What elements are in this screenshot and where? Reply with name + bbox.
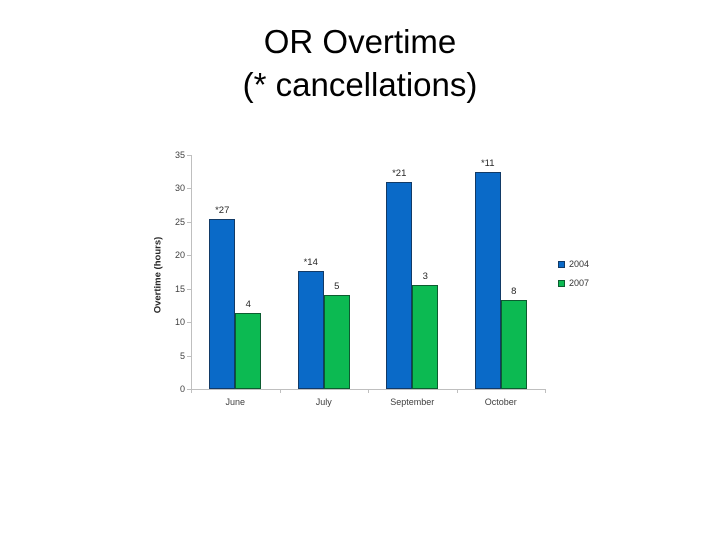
legend-label-2004: 2004 bbox=[569, 259, 590, 269]
y-tick-label: 0 bbox=[179, 384, 185, 394]
legend-swatch-2004 bbox=[558, 260, 565, 268]
y-tick-label: 30 bbox=[174, 183, 185, 194]
bar-2004-July bbox=[297, 270, 324, 389]
bar-value-label: 8 bbox=[511, 286, 517, 298]
y-tick bbox=[187, 355, 191, 357]
y-tick bbox=[187, 389, 191, 390]
x-tick bbox=[545, 389, 546, 393]
bar-2007-October bbox=[500, 300, 527, 389]
y-tick bbox=[187, 288, 191, 290]
y-axis-title: Overtime (hours) bbox=[152, 236, 164, 314]
bar-2004-September bbox=[386, 181, 413, 389]
bar-value-label: 3 bbox=[422, 271, 428, 283]
legend-label-2007: 2007 bbox=[569, 278, 590, 288]
bar-2007-June bbox=[235, 312, 262, 389]
bar-value-label: *27 bbox=[215, 204, 230, 216]
y-tick-label: 20 bbox=[174, 250, 185, 261]
x-tick bbox=[279, 389, 281, 393]
slide-title-line1: OR Overtime bbox=[263, 23, 457, 60]
y-tick bbox=[187, 221, 191, 223]
y-tick-label: 25 bbox=[174, 216, 185, 227]
y-tick-label: 10 bbox=[174, 317, 185, 328]
bar-value-label: 5 bbox=[334, 281, 340, 293]
x-category-label: July bbox=[315, 397, 332, 407]
bar-value-label: *14 bbox=[303, 256, 318, 268]
slide-title: OR Overtime (* cancellations) bbox=[0, 20, 720, 106]
bar-value-label: *11 bbox=[480, 157, 495, 169]
legend-swatch-2007 bbox=[558, 279, 565, 287]
legend-item-2007: 2007 bbox=[558, 277, 589, 289]
y-tick bbox=[187, 188, 191, 190]
y-tick bbox=[187, 155, 191, 156]
overtime-bar-chart: 0 5 10 15 20 25 30 35 June July September October *2… bbox=[150, 140, 620, 430]
bar-2007-July bbox=[323, 295, 350, 389]
bar-2004-October bbox=[474, 171, 501, 389]
x-tick bbox=[368, 389, 369, 393]
y-tick-label: 15 bbox=[174, 283, 185, 294]
x-tick bbox=[456, 389, 458, 393]
bar-value-label: 4 bbox=[245, 298, 251, 310]
x-category-label: September bbox=[390, 397, 435, 407]
x-tick bbox=[191, 389, 192, 393]
bar-2007-September bbox=[412, 285, 439, 389]
bar-2004-June bbox=[209, 218, 236, 389]
x-category-label: October bbox=[484, 397, 517, 407]
bar-value-label: *21 bbox=[392, 167, 407, 179]
y-tick-label: 5 bbox=[179, 350, 185, 361]
x-category-label: June bbox=[225, 397, 246, 407]
y-tick bbox=[187, 255, 191, 257]
slide-title-line2: (* cancellations) bbox=[242, 66, 478, 103]
y-axis-line bbox=[191, 155, 192, 390]
legend-item-2004: 2004 bbox=[558, 258, 589, 270]
y-tick bbox=[187, 322, 191, 324]
y-tick-label: 35 bbox=[174, 150, 185, 160]
